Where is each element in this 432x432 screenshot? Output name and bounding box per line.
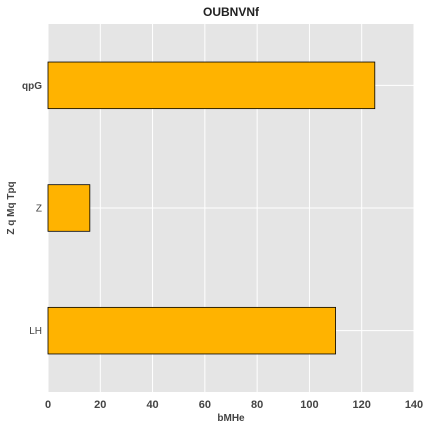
x-tick-label: 0 [45, 399, 51, 411]
bar-layer [47, 61, 376, 355]
y-tick-label: LH [29, 326, 42, 337]
x-tick-label: 100 [300, 399, 318, 411]
x-tick-label: 120 [353, 399, 371, 411]
x-tick-label: 20 [94, 399, 106, 411]
y-tick-label: Z [36, 204, 42, 215]
x-tick-label: 60 [199, 399, 211, 411]
x-tick-label: 140 [405, 399, 423, 411]
y-tick-label: qpG [22, 81, 42, 92]
x-tick-label: 40 [146, 399, 158, 411]
bar-qpg [47, 61, 376, 110]
x-tick-label: 80 [251, 399, 263, 411]
y-axis-label: Z q Mq Tpq [6, 181, 17, 234]
bar-z [47, 184, 91, 232]
x-axis-label: bMHe [217, 413, 245, 424]
x-tick-labels: 0 20 40 60 80 100 120 140 [45, 399, 423, 411]
chart-title: OUBNVNf [203, 5, 260, 19]
bar-lh [47, 306, 336, 355]
